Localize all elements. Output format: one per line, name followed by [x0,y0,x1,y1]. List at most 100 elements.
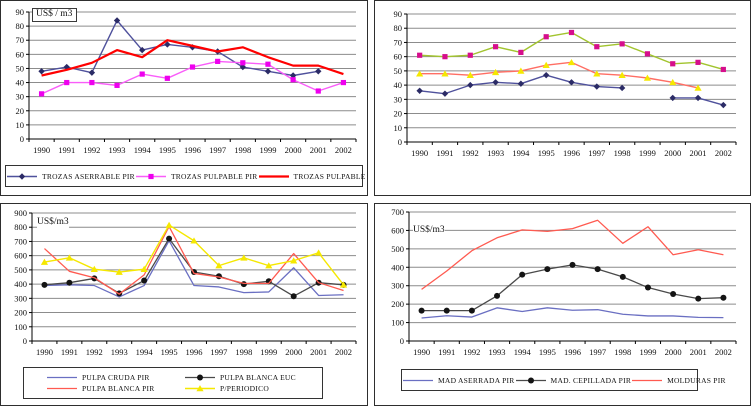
data-point-diamond [467,81,474,89]
data-point-square [518,49,524,55]
y-tick-label: 10 [394,123,403,133]
y-tick-label: 100 [391,318,404,328]
x-tick-label: 1993 [109,145,126,155]
x-tick-label: 2002 [715,148,732,158]
data-point-circle [695,295,702,302]
x-tick-label: 1991 [436,148,453,158]
legend-label: PULPA BLANCA EUC [220,373,296,382]
legend-item: PULPA BLANCA EUC [184,373,322,382]
y-tick-label: 30 [16,92,25,102]
series-line-series-1 [419,61,699,89]
y-tick-label: 70 [394,37,403,47]
series-line-PULPA BLANCA PIR [44,225,344,295]
legend-label: P/PERIODICO [220,384,270,393]
legend-trozas: TROZAS ASERRABLE PIR TROZAS PULPABLE PIR… [5,165,367,187]
data-point-triangle [165,221,173,228]
y-tick-label: 60 [394,52,403,62]
y-tick-label: 80 [16,21,25,31]
x-tick-label: 1992 [86,347,103,357]
legend-label: TROZAS ASERRABLE PIR [42,171,135,181]
y-tick-label: 50 [16,63,25,73]
data-point-diamond [18,172,26,180]
data-point-square [695,59,701,65]
data-point-triangle [593,70,601,77]
x-tick-label: 2001 [310,145,327,155]
data-point-square [568,29,575,36]
data-point-triangle [240,254,248,261]
data-point-diamond [315,68,322,75]
data-point-diamond [492,79,499,86]
legend-swatch-blue-line [47,376,77,379]
series-line-TROZAS ASERRABLE PIR [41,19,319,77]
data-point-triangle [140,265,148,272]
x-tick-label: 1999 [639,148,656,158]
x-tick-label: 1993 [489,347,506,357]
x-tick-label: 1998 [614,148,631,158]
x-tick-label: 1997 [588,148,605,158]
y-tick-label: 60 [16,49,25,59]
y-tick-label: 10 [16,120,25,130]
legend-swatch-red-line [632,379,663,381]
x-tick-label: 1998 [235,347,252,357]
trozas-line-chart: 0 10 20 30 40 50 60 70 80 90 1990 1991 1992 1993 1994 1… [16,7,357,155]
data-point-square [265,61,271,67]
y-tick-label: 200 [14,308,27,318]
y-tick-label: 400 [391,262,404,272]
data-point-triangle [643,74,652,81]
data-point-diamond [113,17,121,24]
data-point-circle [141,277,148,284]
legend-swatch-red-line [47,387,77,390]
data-point-square [340,79,347,86]
x-tick-label: 2002 [335,145,352,155]
y-tick-label: 0 [23,336,27,346]
data-point-square [644,51,651,57]
legend-item: MAD. CEPILLADA PIR [515,376,632,385]
legend-label: TROZAS PULPABLE PIR [170,171,258,181]
data-point-diamond [38,68,45,75]
data-point-square [148,173,154,179]
x-tick-label: 1998 [614,347,631,357]
y-tick-label: 700 [391,207,404,217]
x-tick-label: 1997 [210,347,227,357]
x-tick-label: 2002 [715,347,732,357]
x-tick-label: 1999 [260,347,277,357]
x-tick-label: 1992 [83,145,100,155]
data-point-square [442,54,448,60]
x-tick-label: 2001 [690,148,707,158]
legend-swatch-diamond-line [7,172,37,180]
data-point-triangle [694,84,702,91]
data-point-diamond [542,71,550,79]
unit-label: US$ / m3 [32,8,78,22]
data-point-diamond [416,87,423,94]
data-point-circle [197,374,203,381]
data-point-circle [166,235,173,242]
y-tick-label: 700 [14,236,27,246]
data-point-triangle [315,249,323,256]
y-tick-label: 40 [16,78,25,88]
unit-label: US$/m3 [413,225,445,236]
data-point-diamond [517,80,525,87]
data-point-triangle [466,71,474,78]
data-point-triangle [65,254,73,261]
data-point-triangle [567,58,576,66]
data-point-diamond [189,44,196,51]
x-tick-label: 1993 [111,347,128,357]
x-tick-label: 1990 [36,347,53,357]
data-point-triangle [196,385,204,392]
data-point-diamond [669,94,676,102]
data-point-triangle [542,61,550,68]
y-tick-label: 300 [391,281,404,291]
data-point-diamond [568,79,575,86]
data-point-square [720,66,726,73]
data-point-square [139,71,145,77]
data-point-triangle [491,68,500,76]
y-tick-label: 100 [14,322,27,332]
data-point-circle [527,377,534,383]
x-tick-label: 1992 [462,148,479,158]
data-point-diamond [694,94,702,102]
x-tick-label: 1991 [61,347,78,357]
x-tick-label: 1993 [487,148,504,158]
y-tick-label: 20 [394,109,403,119]
data-point-circle [720,294,727,301]
data-point-square [467,52,473,58]
